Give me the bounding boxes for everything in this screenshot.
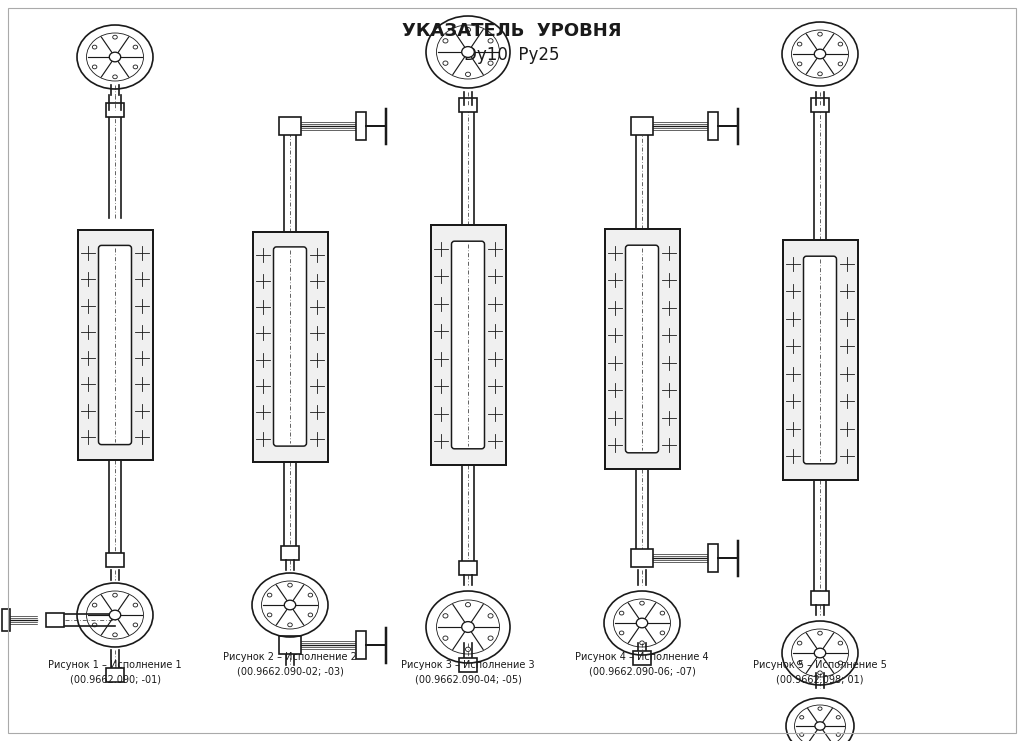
- Text: Рисунок 4 – Исполнение 4
(00.9662.090-06; -07): Рисунок 4 – Исполнение 4 (00.9662.090-06…: [575, 652, 709, 677]
- FancyBboxPatch shape: [452, 242, 484, 449]
- Bar: [811, 98, 829, 112]
- Text: Рисунок 3 – Исполнение 3
(00.9662.090-04; -05): Рисунок 3 – Исполнение 3 (00.9662.090-04…: [401, 660, 535, 685]
- Bar: [631, 549, 653, 567]
- Bar: [253, 231, 328, 462]
- FancyBboxPatch shape: [626, 245, 658, 453]
- Text: Рисунок 1 – Исполнение 1
(00.9662.090; -01): Рисунок 1 – Исполнение 1 (00.9662.090; -…: [48, 660, 182, 685]
- Ellipse shape: [814, 648, 825, 658]
- Bar: [281, 546, 299, 560]
- Bar: [279, 636, 301, 654]
- Ellipse shape: [462, 47, 474, 57]
- FancyBboxPatch shape: [273, 247, 306, 446]
- Bar: [604, 229, 680, 469]
- Bar: [106, 103, 124, 117]
- Bar: [459, 561, 477, 575]
- Ellipse shape: [462, 622, 474, 632]
- Bar: [782, 240, 857, 480]
- Bar: [46, 613, 63, 627]
- Bar: [708, 112, 718, 140]
- Bar: [78, 230, 153, 460]
- Bar: [356, 631, 366, 659]
- Text: УКАЗАТЕЛЬ  УРОВНЯ: УКАЗАТЕЛЬ УРОВНЯ: [402, 22, 622, 40]
- Text: Рисунок 5 – Исполнение 5
(00.9662.098; 01): Рисунок 5 – Исполнение 5 (00.9662.098; 0…: [753, 660, 887, 685]
- Bar: [708, 544, 718, 572]
- Ellipse shape: [110, 52, 121, 62]
- Bar: [430, 225, 506, 465]
- Bar: [631, 117, 653, 135]
- Text: Dy10  Ру25: Dy10 Ру25: [464, 46, 560, 64]
- Bar: [106, 553, 124, 567]
- Ellipse shape: [814, 49, 825, 59]
- Ellipse shape: [110, 610, 121, 619]
- Ellipse shape: [636, 618, 648, 628]
- Bar: [106, 668, 124, 682]
- FancyBboxPatch shape: [804, 256, 837, 464]
- Bar: [811, 591, 829, 605]
- Bar: [356, 112, 366, 140]
- Bar: [279, 117, 301, 135]
- Bar: [459, 98, 477, 112]
- Text: Рисунок 2 – Исполнение 2
(00.9662.090-02; -03): Рисунок 2 – Исполнение 2 (00.9662.090-02…: [223, 652, 357, 677]
- Ellipse shape: [285, 600, 296, 610]
- Bar: [633, 651, 651, 665]
- Bar: [459, 658, 477, 672]
- Bar: [2, 609, 10, 631]
- Ellipse shape: [815, 722, 825, 730]
- FancyBboxPatch shape: [98, 245, 131, 445]
